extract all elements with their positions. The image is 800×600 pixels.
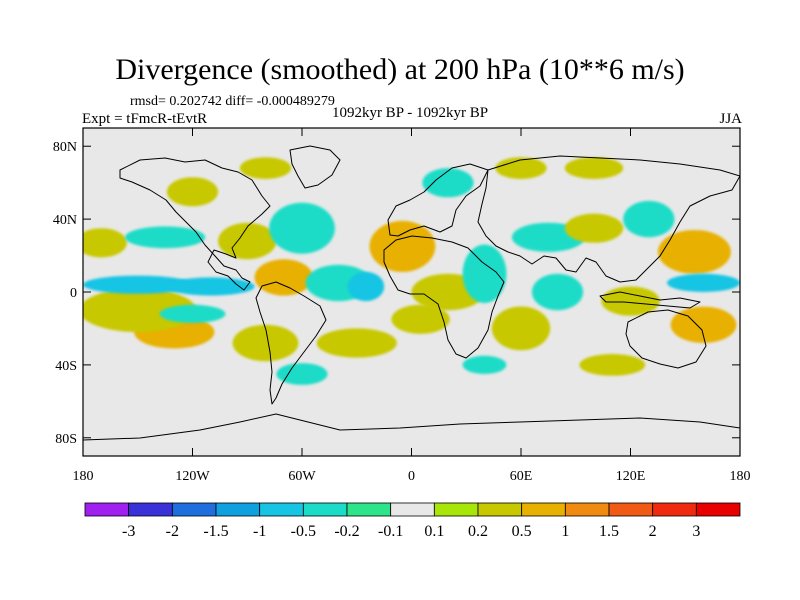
field-feature xyxy=(491,306,551,351)
field-feature xyxy=(579,354,646,376)
field-feature xyxy=(159,304,226,323)
colorbar-label: 1.5 xyxy=(599,523,619,540)
field-feature xyxy=(269,202,335,254)
chart-title: Divergence (smoothed) at 200 hPa (10**6 … xyxy=(115,53,685,86)
experiment-label: Expt = tFmcR-tEvtR xyxy=(82,111,208,127)
colorbar-swatch xyxy=(302,502,348,517)
colorbar-swatch xyxy=(215,502,261,517)
colorbar: -3 -2 -1.5 -1 -0.5 -0.2 -0.1 0.1 0.2 0.5 1 1.5 2 3 xyxy=(84,502,741,540)
coastline-south-america xyxy=(255,281,327,405)
x-tick-label: 120W xyxy=(175,469,210,484)
y-tick-label: 40N xyxy=(53,213,77,228)
field-feature xyxy=(564,213,624,243)
x-tick-label: 60E xyxy=(510,469,533,484)
colorbar-label: -1 xyxy=(253,523,266,540)
colorbar-label: -3 xyxy=(122,523,135,540)
colorbar-swatch xyxy=(84,502,130,517)
x-tick-label: 120E xyxy=(616,469,646,484)
x-tick-label: 0 xyxy=(408,469,415,484)
colorbar-swatch xyxy=(695,502,741,517)
field-feature xyxy=(391,304,450,334)
colorbar-swatch xyxy=(259,502,304,517)
x-tick-label: 60W xyxy=(288,469,316,484)
colorbar-swatch xyxy=(477,502,523,517)
coastline-asia xyxy=(477,155,740,283)
period-label: 1092kyr BP - 1092kyr BP xyxy=(331,105,489,121)
colorbar-label: 3 xyxy=(692,523,700,540)
colorbar-label: 0.2 xyxy=(468,523,488,540)
y-tick-label: 80N xyxy=(53,140,77,155)
colorbar-label: 0.5 xyxy=(512,523,532,540)
y-tick-label: 80S xyxy=(55,432,77,447)
field-feature xyxy=(657,230,731,274)
colorbar-label: 0.1 xyxy=(424,523,444,540)
coastline-indonesia xyxy=(599,291,701,309)
coastline-australia xyxy=(625,309,707,369)
colorbar-swatch xyxy=(652,502,697,517)
coastline-antarctica xyxy=(83,413,740,441)
colorbar-swatch xyxy=(608,502,654,517)
field-feature xyxy=(166,177,219,207)
stats-line: rmsd= 0.202742 diff= -0.000489279 xyxy=(130,94,335,109)
field-feature xyxy=(462,355,507,374)
field-feature xyxy=(83,228,127,258)
colorbar-label: -0.5 xyxy=(291,523,316,540)
field-feature xyxy=(276,363,328,385)
coastline-greenland xyxy=(289,145,341,189)
colorbar-label: -0.1 xyxy=(378,523,403,540)
x-tick-label: 180 xyxy=(73,469,94,484)
colorbar-label: -2 xyxy=(166,523,179,540)
field-feature xyxy=(83,275,193,294)
colorbar-swatch xyxy=(521,502,566,517)
y-tick-label: 0 xyxy=(70,286,77,301)
axes: 180 120W 60W 0 60E 120E 180 80N 40N 0 40S 80S xyxy=(53,128,751,484)
field-feature xyxy=(422,168,474,198)
colorbar-label: -1.5 xyxy=(203,523,228,540)
coastlines xyxy=(83,145,740,441)
divergence-field xyxy=(83,157,740,385)
field-feature xyxy=(254,259,313,296)
field-feature xyxy=(369,220,436,272)
y-tick-label: 40S xyxy=(55,359,77,374)
field-feature xyxy=(218,222,277,260)
field-feature xyxy=(167,277,255,296)
field-feature xyxy=(462,244,507,303)
colorbar-label: -0.2 xyxy=(334,523,359,540)
coastline-africa-europe xyxy=(383,235,505,359)
field-feature xyxy=(316,328,397,358)
field-feature xyxy=(564,157,624,180)
field-feature xyxy=(495,157,547,180)
colorbar-swatch xyxy=(128,502,173,517)
field-feature xyxy=(347,271,385,302)
field-feature xyxy=(239,157,292,180)
coastline-europe xyxy=(387,163,489,237)
coastline-north-america xyxy=(119,157,271,291)
colorbar-label: 2 xyxy=(649,523,657,540)
field-feature xyxy=(623,200,675,238)
field-feature xyxy=(667,273,740,292)
colorbar-swatch xyxy=(564,502,610,517)
field-feature xyxy=(125,226,206,249)
colorbar-swatch xyxy=(433,502,479,517)
colorbar-swatch xyxy=(346,502,392,517)
field-feature xyxy=(232,324,299,362)
colorbar-swatch xyxy=(390,502,435,517)
field-feature xyxy=(601,286,660,316)
season-label: JJA xyxy=(719,111,742,127)
field-feature xyxy=(83,288,197,333)
x-tick-label: 180 xyxy=(730,469,751,484)
field-feature xyxy=(531,273,584,311)
colorbar-label: 1 xyxy=(561,523,569,540)
colorbar-swatch xyxy=(171,502,217,517)
